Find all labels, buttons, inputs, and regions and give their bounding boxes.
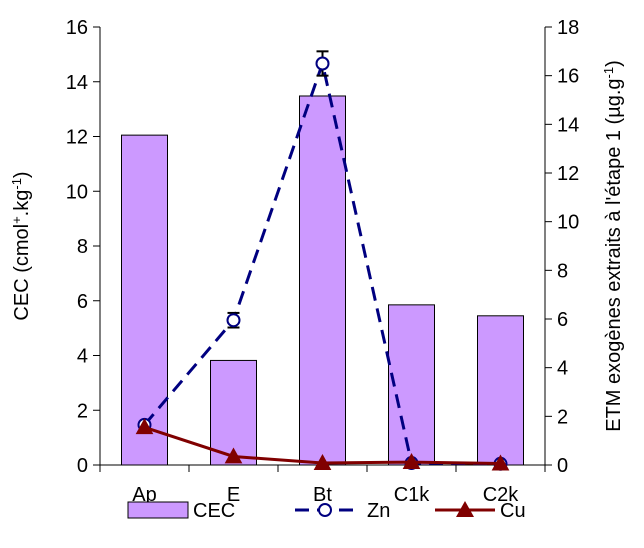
right-tick-label: 14 [557, 114, 579, 136]
right-tick-label: 2 [557, 406, 568, 428]
point-cu-ap [135, 418, 154, 435]
plot-area: 0 2 4 6 8 10 12 14 16 0 2 4 6 8 10 12 14 16 18 Ap E Bt C1k C2k [66, 17, 580, 506]
x-tick-label: C1k [394, 484, 431, 506]
left-tick-label: 16 [66, 17, 88, 39]
point-cu-bt [313, 454, 332, 470]
legend-label-cec: CEC [193, 500, 235, 522]
bar-c2k [477, 315, 524, 466]
left-tick-label: 14 [66, 72, 88, 94]
bar-bt [299, 95, 346, 466]
point-cu-c1k [402, 453, 421, 469]
right-axis-title: ETM exogènes extraits à l'étape 1 (µg.g-… [601, 60, 626, 432]
left-tick-label: 12 [66, 127, 88, 149]
x-tick-label: Bt [313, 484, 332, 506]
right-tick-label: 12 [557, 163, 579, 185]
right-tick-label: 0 [557, 455, 568, 477]
left-tick-label: 4 [77, 346, 88, 368]
x-tick-label: E [227, 484, 240, 506]
point-cu-e [224, 447, 243, 464]
x-tick-label: C2k [483, 484, 520, 506]
right-tick-label: 6 [557, 309, 568, 331]
right-tick-label: 4 [557, 358, 568, 380]
right-tick-label: 10 [557, 212, 579, 234]
legend-marker-zn [318, 503, 332, 517]
left-tick-label: 10 [66, 181, 88, 203]
legend-marker-cu [456, 501, 474, 517]
point-zn-e [226, 313, 241, 328]
right-tick-label: 16 [557, 66, 579, 88]
right-tick-label: 18 [557, 17, 579, 39]
point-zn-bt [315, 56, 330, 71]
left-tick-label: 2 [77, 400, 88, 422]
legend: CEC Zn Cu [127, 500, 526, 522]
point-cu-c2k [491, 454, 510, 471]
left-tick-label: 6 [77, 291, 88, 313]
legend-label-zn: Zn [367, 500, 390, 522]
legend-swatch-cec [127, 501, 189, 519]
x-tick-label: Ap [132, 484, 156, 506]
legend-label-cu: Cu [500, 500, 526, 522]
left-tick-label: 8 [77, 236, 88, 258]
bar-c1k [388, 304, 435, 466]
right-tick-label: 8 [557, 260, 568, 282]
left-axis-title: CEC (cmol+.kg-1) [9, 171, 34, 320]
bar-ap [121, 134, 168, 466]
left-tick-label: 0 [77, 455, 88, 477]
